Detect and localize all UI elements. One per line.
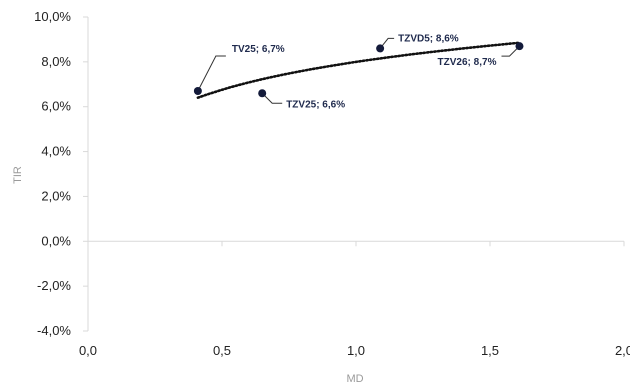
x-tick-label: 1,5 [481, 343, 499, 358]
data-point [258, 89, 267, 98]
leader-line [501, 45, 520, 57]
data-label: TZVD5; 8,6% [398, 33, 459, 44]
x-axis-title: MD [346, 373, 363, 382]
data-label: TZV26; 8,7% [438, 57, 497, 68]
x-tick-label: 0,0 [79, 343, 97, 358]
leader-line [261, 92, 283, 104]
y-tick-label: -2,0% [37, 278, 71, 293]
trendline [196, 41, 521, 99]
data-points: TV25; 6,7% TZV25; 6,6% TZVD5; 8,6% TZV26; 8… [193, 33, 524, 110]
y-tick-label: 4,0% [41, 144, 71, 159]
x-tick-label: 0,5 [213, 343, 231, 358]
y-tick-label: 2,0% [41, 188, 71, 203]
trendline-path [196, 41, 521, 99]
y-axis: -4,0% -2,0% 0,0% 2,0% 4,0% 6,0% 8,0% 10,0% [34, 9, 89, 338]
data-label: TZV25; 6,6% [286, 99, 345, 110]
y-tick-label: 6,0% [41, 99, 71, 114]
data-label: TV25; 6,7% [232, 44, 285, 55]
x-axis: 0,0 0,5 1,0 1,5 2,0 [79, 240, 630, 358]
y-tick-label: 8,0% [41, 54, 71, 69]
data-point [376, 44, 385, 53]
leader-line [379, 37, 395, 49]
data-point [515, 42, 524, 51]
data-point [193, 87, 202, 96]
y-tick-label: -4,0% [37, 323, 71, 338]
x-tick-label: 2,0 [615, 343, 630, 358]
x-tick-label: 1,0 [347, 343, 365, 358]
y-tick-label: 10,0% [34, 9, 71, 24]
y-tick-label: 0,0% [41, 233, 71, 248]
leader-line [197, 55, 226, 92]
y-axis-title: TIR [12, 166, 24, 184]
